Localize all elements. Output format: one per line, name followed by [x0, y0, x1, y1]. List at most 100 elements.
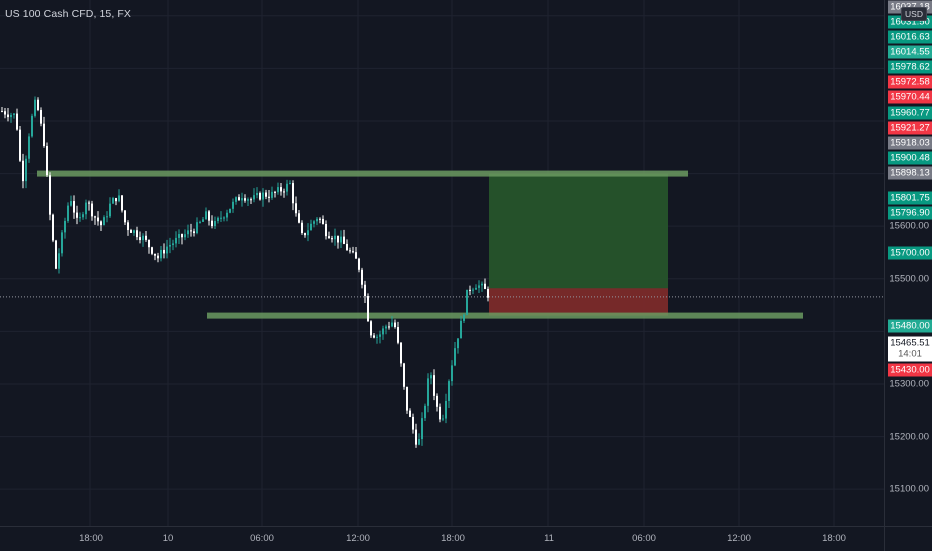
candle-body: [202, 219, 204, 222]
candle-body: [232, 201, 234, 209]
candle-body: [145, 235, 147, 240]
candle-body: [361, 269, 363, 285]
candle-body: [310, 223, 312, 231]
candle-body: [424, 405, 426, 419]
time-tick-label: 18:00: [79, 533, 103, 544]
currency-badge[interactable]: USD: [901, 7, 927, 21]
candle-body: [223, 217, 225, 219]
candle-body: [118, 195, 120, 202]
candle-body: [409, 410, 411, 417]
time-tick-label: 12:00: [727, 533, 751, 544]
candle-body: [349, 250, 351, 252]
candle-body: [40, 110, 42, 124]
candle-body: [79, 217, 81, 219]
candle-body: [88, 202, 90, 204]
candle-body: [160, 249, 162, 259]
candle-body: [370, 321, 372, 336]
candle-body: [403, 363, 405, 387]
price-tag: 15972.58: [888, 75, 932, 89]
candle-body: [43, 123, 45, 146]
candle-body: [64, 220, 66, 233]
price-tag: 16016.63: [888, 30, 932, 44]
candle-body: [25, 158, 27, 182]
candle-body: [442, 418, 444, 420]
symbol-title[interactable]: US 100 Cash CFD, 15, FX: [5, 8, 132, 20]
candle-body: [52, 214, 54, 241]
time-tick-label: 12:00: [346, 533, 370, 544]
candle-body: [382, 328, 384, 335]
candle-body: [190, 230, 192, 232]
current-price-value: 15465.51: [890, 337, 930, 349]
candle-body: [244, 198, 246, 201]
candle-body: [271, 191, 273, 198]
target-zone: [489, 173, 668, 290]
candle-body: [448, 381, 450, 401]
candle-body: [256, 193, 258, 196]
candle-body: [166, 246, 168, 254]
candle-body: [319, 218, 321, 220]
candle-body: [367, 296, 369, 322]
candle-body: [1, 111, 3, 113]
candle-body: [58, 253, 60, 269]
candle-body: [85, 202, 87, 215]
candle-body: [7, 114, 9, 118]
price-tag: 15801.75: [888, 191, 932, 205]
candle-body: [283, 191, 285, 193]
axis-corner: [884, 526, 932, 551]
candle-body: [13, 113, 15, 115]
resistance-level: [37, 170, 688, 177]
candle-body: [343, 236, 345, 244]
candle-body: [259, 193, 261, 200]
candle-body: [313, 221, 315, 224]
candle-body: [157, 255, 159, 259]
candle-body: [226, 212, 228, 218]
candle-body: [280, 187, 282, 192]
candle-body: [181, 234, 183, 238]
candle-body: [394, 322, 396, 328]
price-tag: 15960.77: [888, 106, 932, 120]
candle-body: [358, 258, 360, 270]
chart-area[interactable]: US 100 Cash CFD, 15, FX: [0, 0, 884, 526]
candle-body: [139, 237, 141, 241]
candle-body: [238, 197, 240, 201]
candle-body: [61, 232, 63, 254]
candle-body: [106, 216, 108, 218]
candle-body: [454, 348, 456, 366]
candle-body: [412, 416, 414, 430]
candle-body: [472, 289, 474, 291]
candle-body: [460, 320, 462, 339]
candle-body: [46, 145, 48, 176]
candle-body: [457, 338, 459, 349]
time-axis[interactable]: 18:00 10 06:00 12:00 18:00 11 06:00 12:00 18:00: [0, 526, 884, 551]
candle-body: [487, 288, 489, 298]
candle-body: [316, 218, 318, 222]
candle-body: [175, 237, 177, 244]
candle-body: [247, 199, 249, 201]
candle-body: [436, 395, 438, 407]
candle-body: [169, 244, 171, 247]
candle-body: [178, 234, 180, 238]
candlestick-chart[interactable]: [0, 0, 884, 526]
price-axis[interactable]: 15600.00 15500.00 15300.00 15200.00 15100.00…: [884, 0, 932, 526]
candle-body: [148, 239, 150, 248]
candle-body: [115, 198, 117, 202]
candle-body: [193, 231, 195, 234]
candle-body: [37, 99, 39, 111]
candle-body: [385, 326, 387, 329]
candle-body: [124, 210, 126, 223]
candle-body: [49, 175, 51, 215]
candle-body: [109, 203, 111, 217]
price-tag: 15978.62: [888, 60, 932, 74]
candle-body: [346, 243, 348, 251]
candle-body: [379, 334, 381, 337]
candle-body: [73, 201, 75, 213]
zones: [37, 170, 803, 319]
price-tag: 15918.03: [888, 136, 932, 150]
candle-body: [325, 223, 327, 237]
candle-body: [301, 222, 303, 234]
candle-body: [22, 160, 24, 182]
candle-body: [229, 208, 231, 213]
candle-body: [322, 218, 324, 224]
candle-body: [28, 136, 30, 159]
time-tick-label: 06:00: [632, 533, 656, 544]
